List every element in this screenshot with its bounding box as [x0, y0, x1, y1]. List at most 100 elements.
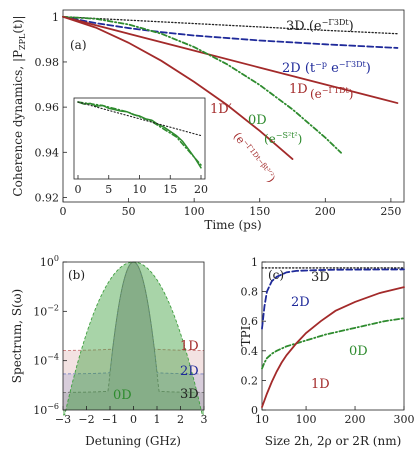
- panel-c: 10 100 200 300 0 0.2 0.4 0.6 0.8 1 (c) 3D 2D 0D 1…: [239, 256, 415, 448]
- panel-b-xtick-label-2: −1: [102, 413, 118, 426]
- panel-b-ytick-label-3: 100: [40, 254, 59, 269]
- panel-a-series-0: [62, 16, 399, 35]
- label-a-1d-exp: −Γ1Dt: [322, 86, 350, 95]
- inset-xtick-label-1: 5: [105, 183, 112, 196]
- inset-xtick-label-3: 15: [163, 183, 177, 196]
- panel-b-area-1: [63, 262, 204, 410]
- panel-a-ylabel-main: Coherence dynamics, |P: [11, 50, 25, 197]
- panel-b-xlabel: Detuning (GHz): [85, 434, 181, 448]
- panel-b-xtick-label-5: 2: [177, 413, 184, 426]
- panel-b-xtick-label-0: −3: [55, 413, 71, 426]
- panel-a-xlabel: Time (ps): [204, 218, 261, 232]
- panel-a-ytick-label-0: 0.92: [35, 191, 60, 204]
- label-a-2d-exp: −Γ3Dt: [339, 60, 367, 69]
- inset-ticks: 0 5 10 15 20: [75, 175, 208, 196]
- label-a-3d-exp: −Γ3Dt: [322, 18, 350, 27]
- panel-c-label: (c): [268, 268, 284, 282]
- panel-c-xtick-label-1: 100: [296, 413, 317, 426]
- panel-c-series: [261, 267, 405, 408]
- panel-c-xtick-label-3: 300: [394, 413, 415, 426]
- panel-c-ylabel: TPI: [239, 325, 253, 346]
- label-a-1d: 1D: [289, 82, 308, 97]
- panel-b-ytick-label-1: 10−4: [33, 353, 59, 368]
- panel-c-xlabel: Size 2h, 2ρ or 2R (nm): [265, 434, 402, 448]
- label-a-3d-name: 3D: [286, 19, 305, 34]
- panel-a-xtick-label-1: 50: [122, 205, 136, 218]
- panel-c-ytick-label-0: 0: [251, 404, 258, 417]
- panel-a-series-1: [62, 15, 399, 49]
- label-a-2d-p: −p: [315, 60, 327, 69]
- inset-series: [77, 101, 202, 169]
- panel-c-ticks: 10 100 200 300 0 0.2 0.4 0.6 0.8 1: [241, 256, 415, 426]
- inset-series-1: [77, 101, 202, 166]
- panel-a-ytick-label-2: 0.96: [35, 101, 60, 114]
- panel-a-ylabel-end: (t)|: [11, 15, 25, 33]
- panel-c-ytick-label-4: 0.8: [241, 286, 259, 299]
- panel-a-xtick-label-4: 200: [315, 205, 336, 218]
- label-a-0d-exp: −S²t²: [276, 131, 298, 140]
- panel-a-xtick-label-0: 0: [60, 205, 67, 218]
- label-a-2d: 2D (t−p e−Γ3Dt): [282, 60, 371, 76]
- panel-b-area-3: [63, 262, 204, 415]
- label-a-0d: 0D: [248, 113, 267, 128]
- panel-b-ticks: −3 −2 −1 0 1 2 3 10−6 10−4 10−2 100: [33, 254, 207, 426]
- panel-c-xtick-label-2: 200: [345, 413, 366, 426]
- panel-a-series-4: [62, 15, 294, 160]
- label-c-3d: 3D: [311, 270, 330, 285]
- panel-a-ytick-label-3: 0.98: [35, 56, 60, 69]
- panel-a-xtick-label-2: 100: [184, 205, 205, 218]
- panel-c-series-3: [261, 286, 405, 408]
- panel-a-series-2: [62, 15, 399, 104]
- inset-xtick-label-4: 20: [194, 183, 208, 196]
- label-a-2d-formula: (t: [305, 61, 316, 76]
- panel-a-label: (a): [70, 38, 87, 52]
- inset-series-2: [77, 101, 202, 137]
- panel-b-ytick-label-2: 10−2: [33, 303, 59, 318]
- label-a-1d-formula: (e−Γ1Dt): [310, 86, 353, 101]
- inset-frame: [73, 97, 206, 180]
- panel-c-frame: [261, 261, 405, 411]
- panel-b-ylabel: Spectrum, S(ω): [10, 289, 24, 383]
- panel-c-ytick-label-5: 1: [251, 256, 258, 269]
- label-c-0d: 0D: [349, 344, 368, 359]
- panel-a-series: [62, 15, 399, 160]
- label-a-2d-e: e: [327, 61, 339, 76]
- label-c-1d: 1D: [311, 377, 330, 392]
- panel-b-xtick-label-4: 1: [154, 413, 161, 426]
- panel-b-xtick-label-1: −2: [78, 413, 94, 426]
- panel-b-ytick-label-0: 10−6: [33, 402, 59, 417]
- panel-c-xtick-label-0: 10: [255, 413, 269, 426]
- label-b-3d: 3D: [180, 387, 199, 402]
- panel-b-label: (b): [68, 268, 85, 282]
- panel-a-ytick-label-4: 1: [52, 11, 59, 24]
- panel-c-ytick-label-1: 0.2: [241, 374, 259, 387]
- label-a-0d-formula: (e−S²t²): [264, 131, 302, 146]
- panel-b-xtick-label-6: 3: [201, 413, 208, 426]
- panel-b-area-2: [63, 262, 204, 410]
- panel-b-series: [62, 261, 205, 416]
- label-c-2d: 2D: [291, 295, 310, 310]
- panel-a-xtick-label-5: 250: [380, 205, 401, 218]
- panel-b: −3 −2 −1 0 1 2 3 10−6 10−4 10−2 100 (b) 1D 2D 3D 0…: [10, 254, 208, 448]
- label-a-0d-formula-base: (e: [264, 132, 276, 146]
- panel-a: 0 50 100 150 200 250 0.92 0.94 0.96 0.98 1 0 5 10 15 2…: [11, 9, 405, 232]
- panel-a-xtick-label-3: 150: [249, 205, 270, 218]
- panel-a-series-3: [62, 15, 342, 154]
- panel-a-ylabel: Coherence dynamics, |PZPL(t)|: [11, 15, 27, 196]
- label-a-1d-formula-base: (e: [310, 87, 322, 101]
- inset-xtick-label-0: 0: [75, 183, 82, 196]
- label-b-0d: 0D: [113, 388, 132, 403]
- label-a-1dp: 1D′: [210, 102, 232, 117]
- panel-c-series-1: [261, 268, 405, 330]
- label-b-2d: 2D: [180, 364, 199, 379]
- panel-a-ytick-label-1: 0.94: [35, 146, 60, 159]
- inset-xtick-label-2: 10: [133, 183, 147, 196]
- panel-a-ylabel-sub: ZPL: [18, 33, 27, 50]
- label-a-3d: 3D (e−Γ3Dt): [286, 18, 354, 34]
- panel-c-ytick-label-3: 0.6: [241, 315, 259, 328]
- label-a-2d-name: 2D: [282, 61, 301, 76]
- label-b-1d: 1D: [180, 339, 199, 354]
- panel-b-xtick-label-3: 0: [130, 413, 137, 426]
